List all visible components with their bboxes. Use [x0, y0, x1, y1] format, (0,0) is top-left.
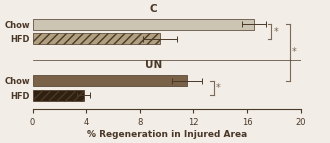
Text: C: C [149, 4, 157, 14]
Text: *: * [292, 47, 297, 57]
X-axis label: % Regeneration in Injured Area: % Regeneration in Injured Area [86, 130, 247, 139]
Text: *: * [215, 83, 220, 93]
Bar [33, 75, 187, 86]
Text: *: * [273, 27, 278, 37]
Bar [33, 19, 254, 30]
Bar [33, 33, 160, 44]
Text: UN: UN [145, 60, 162, 70]
Bar [33, 90, 83, 101]
